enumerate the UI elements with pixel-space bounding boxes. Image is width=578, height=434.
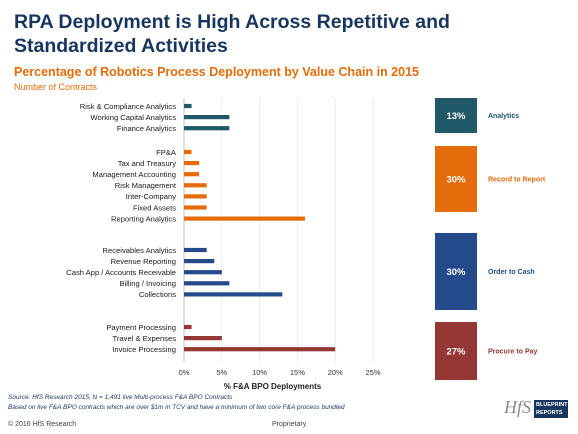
bar: [184, 259, 215, 264]
group-percent: 13%: [446, 111, 466, 122]
bar: [184, 126, 230, 131]
page-title: RPA Deployment is High Across Repetitive…: [14, 11, 450, 57]
category-label: Management Accounting: [92, 170, 176, 179]
x-tick-label: 0%: [179, 368, 190, 377]
group-percent-box: [435, 98, 477, 133]
bar: [184, 270, 222, 275]
group-percent: 30%: [446, 267, 466, 278]
bar: [184, 149, 192, 155]
category-label: Risk & Compliance Analytics: [80, 102, 176, 111]
x-axis-label: % F&A BPO Deployments: [224, 382, 322, 391]
bar: [184, 247, 207, 253]
source-line-2: Based on live F&A BPO contracts which ar…: [8, 404, 345, 411]
logo-hfs-text: HfS: [504, 397, 531, 417]
category-label: Invoice Processing: [112, 345, 176, 354]
group-percent-box: [435, 146, 477, 212]
group-percent: 30%: [446, 175, 466, 186]
category-label: Reporting Analytics: [111, 214, 176, 223]
category-label: Fixed Assets: [133, 203, 176, 212]
group-name: Analytics: [488, 113, 519, 120]
logo-blueprint-box: BLUEPRINT REPORTS: [534, 400, 568, 418]
category-label: Risk Management: [115, 181, 177, 190]
group-name: Order to Cash: [488, 269, 535, 276]
category-label: FP&A: [156, 148, 177, 157]
bar: [184, 216, 305, 221]
category-label: Inter-Company: [126, 192, 176, 201]
category-label: Receivables Analytics: [103, 246, 177, 255]
category-label: Billing / Invoicing: [119, 279, 176, 288]
bar: [184, 161, 200, 166]
bar-chart: 0% 5% 10% 15% 20% 25% % F&A BPO Deployments Ris…: [66, 98, 546, 391]
x-tick-label: 15%: [290, 368, 305, 377]
bar: [184, 183, 207, 188]
bar: [184, 324, 192, 330]
bar: [184, 336, 222, 341]
category-label: Collections: [139, 290, 176, 299]
x-tick-label: 5%: [216, 368, 227, 377]
bar: [184, 292, 283, 297]
x-tick-label: 10%: [252, 368, 267, 377]
bar: [184, 194, 207, 199]
chart-subnote: Number of Contracts: [14, 82, 98, 92]
category-label: Travel & Expenses: [113, 334, 177, 343]
source-note: Source: HfS Research 2015, N = 1,491 liv…: [8, 393, 345, 413]
x-tick-label: 25%: [365, 368, 380, 377]
copyright: © 2016 HfS Research: [8, 421, 77, 428]
category-label: Revenue Reporting: [111, 257, 176, 266]
bar: [184, 115, 230, 120]
proprietary-label: Proprietary: [272, 421, 307, 428]
chart-subtitle: Percentage of Robotics Process Deploymen…: [14, 65, 419, 79]
group-name: Record to Report: [488, 177, 546, 184]
bar: [184, 281, 230, 286]
bar: [184, 205, 207, 210]
category-label: Payment Processing: [106, 323, 176, 332]
category-label: Finance Analytics: [117, 124, 176, 133]
category-label: Cash App / Accounts Receivable: [66, 268, 176, 277]
source-line-1: Source: HfS Research 2015, N = 1,491 liv…: [8, 394, 233, 401]
group-percent-box: [435, 322, 477, 380]
hfs-logo: HfS BLUEPRINT REPORTS: [490, 396, 570, 422]
category-label: Tax and Treasury: [118, 159, 176, 168]
group-percent: 27%: [446, 347, 466, 358]
category-label: Working Capital Analytics: [90, 113, 176, 122]
x-tick-label: 20%: [328, 368, 343, 377]
group-name: Procure to Pay: [488, 349, 538, 356]
bar: [184, 103, 192, 109]
group-percent-box: [435, 233, 477, 310]
bar: [184, 172, 200, 177]
bar: [184, 347, 336, 352]
